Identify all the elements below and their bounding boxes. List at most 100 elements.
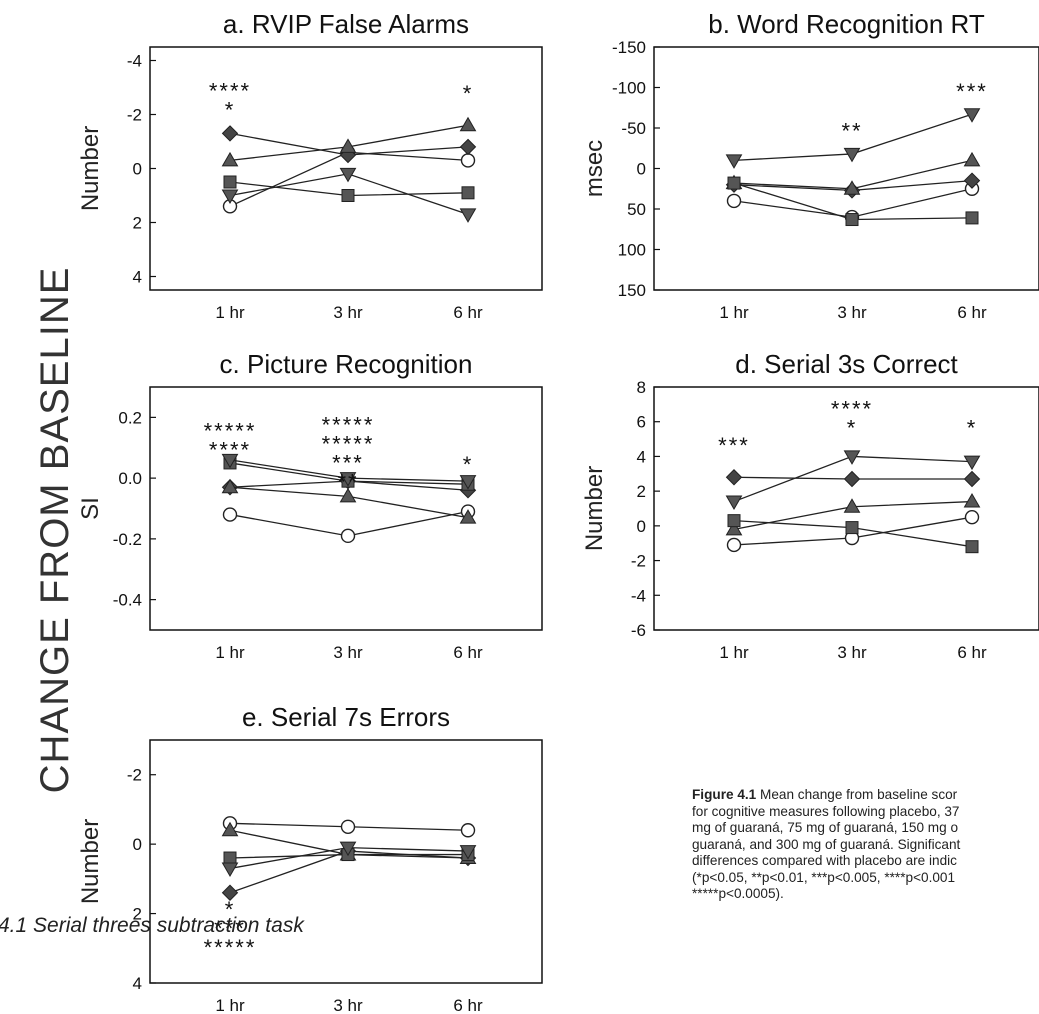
significance-marker: * [463, 452, 474, 477]
data-point-circle-open [726, 537, 742, 553]
y-tick-label: -50 [621, 119, 646, 138]
data-point-square [845, 521, 859, 535]
x-tick-label: 6 hr [453, 643, 483, 662]
y-axis-label: msec [581, 140, 608, 197]
chart-panel-e: e. Serial 7s Errors Number -2 0 2 4 1 hr 3 hr 6 … [77, 702, 543, 1014]
chart-title: e. Serial 7s Errors [242, 702, 450, 732]
significance-marker: ** [337, 470, 358, 495]
data-point-triangle [963, 151, 981, 167]
y-tick-label: -150 [612, 38, 646, 57]
y-axis-label: Number [77, 819, 104, 904]
significance-marker: * [967, 416, 978, 441]
data-point-triangle [725, 520, 743, 536]
data-point-square [965, 211, 979, 225]
data-point-circle-open [340, 819, 356, 834]
data-point-triangle-down [459, 475, 477, 490]
significance-marker: * [463, 81, 474, 106]
y-tick-label: -0.4 [113, 591, 142, 610]
y-tick-label: -100 [612, 79, 646, 98]
x-tick-label: 1 hr [719, 303, 749, 322]
data-point-triangle [963, 493, 981, 508]
data-point-circle-open [460, 153, 476, 168]
y-tick-label: 50 [627, 200, 646, 219]
significance-marker: **** [209, 438, 251, 463]
y-tick-label: 0.2 [118, 408, 142, 427]
significance-marker: * [847, 416, 858, 441]
caption-line-0: Mean change from baseline scor [756, 787, 958, 802]
data-point-triangle [339, 138, 357, 153]
data-point-square [965, 540, 979, 554]
data-point-square [727, 176, 741, 190]
x-tick-label: 1 hr [215, 643, 245, 662]
y-axis-label: Number [77, 126, 104, 211]
significance-marker: *** [718, 433, 750, 458]
y-tick-label: -4 [127, 52, 142, 71]
data-point-diamond [843, 470, 861, 488]
plot-frame [653, 386, 1039, 631]
chart-title: a. RVIP False Alarms [223, 9, 469, 39]
chart-title: d. Serial 3s Correct [735, 349, 958, 379]
y-tick-label: 0.0 [118, 469, 142, 488]
plot-frame [149, 739, 543, 984]
y-tick-label: 4 [637, 447, 646, 466]
significance-marker: ***** [322, 432, 375, 457]
significance-marker: ***** [204, 419, 257, 444]
data-point-triangle [459, 116, 477, 132]
data-point-triangle [339, 487, 357, 503]
data-point-circle-open [726, 193, 742, 209]
caption-line-4: differences compared with placebo are in… [692, 853, 957, 868]
y-tick-label: 0 [637, 517, 646, 536]
significance-marker: ***** [322, 413, 375, 438]
y-tick-label: 100 [618, 241, 646, 260]
data-point-triangle [843, 180, 861, 195]
y-tick-label: 0 [133, 160, 142, 179]
data-point-triangle-down [725, 154, 743, 169]
caption-line-2: mg of guaraná, 75 mg of guaraná, 150 mg … [692, 820, 959, 835]
chart-panel-c: c. Picture Recognition SI 0.2 0.0 -0.2 -0.4 1 … [77, 349, 543, 662]
y-tick-label: 0 [637, 160, 646, 179]
data-point-square [223, 851, 237, 865]
significance-marker: *** [214, 916, 246, 941]
data-point-triangle-down [339, 841, 357, 857]
significance-marker: **** [209, 78, 251, 103]
chart-panel-b: b. Word Recognition RT msec -150 -100 -50 0 50… [581, 9, 1039, 322]
data-point-diamond [459, 138, 477, 156]
chart-title: c. Picture Recognition [220, 349, 473, 379]
data-point-triangle-down [459, 845, 477, 860]
x-tick-label: 3 hr [333, 996, 363, 1014]
caption-line-5: (*p<0.05, **p<0.01, ***p<0.005, ****p<0.… [692, 869, 956, 885]
data-point-diamond [221, 125, 239, 142]
caption-label: Figure 4.1 [692, 787, 757, 802]
y-tick-label: -2 [127, 106, 142, 125]
data-point-square [223, 175, 237, 189]
data-point-circle-open [460, 823, 476, 838]
x-tick-label: 6 hr [957, 303, 987, 322]
data-point-square [727, 514, 741, 528]
data-point-triangle-down [221, 862, 239, 877]
figure-caption: Figure 4.1 Mean change from baseline sco… [692, 787, 1039, 903]
data-point-triangle [221, 821, 239, 837]
data-point-triangle [221, 478, 239, 494]
section-footer-text: 4.1 Serial threes subtraction task [0, 914, 304, 937]
data-point-diamond [725, 469, 743, 486]
data-point-triangle-down [459, 208, 477, 223]
significance-marker: *** [332, 451, 364, 476]
data-point-triangle-down [339, 167, 357, 183]
data-point-triangle-down [843, 450, 861, 465]
data-point-triangle-down [963, 108, 981, 123]
x-tick-label: 6 hr [957, 643, 987, 662]
data-point-diamond [963, 470, 981, 488]
caption-line-1: for cognitive measures following placebo… [692, 803, 960, 819]
y-tick-label: -0.2 [113, 530, 142, 549]
data-point-diamond [221, 884, 239, 901]
x-tick-label: 1 hr [719, 643, 749, 662]
data-point-circle-open [964, 509, 980, 525]
y-tick-label: 2 [637, 482, 646, 501]
plot-frame [149, 386, 543, 631]
caption-line-6: *****p<0.0005). [692, 886, 784, 901]
x-tick-label: 1 hr [215, 303, 245, 322]
chart-panel-a: a. RVIP False Alarms Number -4 -2 0 2 4 1 hr 3 h… [77, 9, 543, 322]
y-tick-label: 150 [618, 281, 646, 300]
